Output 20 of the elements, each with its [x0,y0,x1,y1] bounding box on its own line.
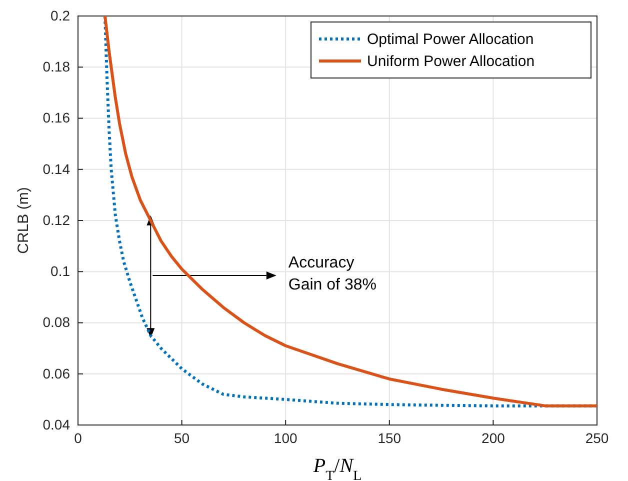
y-tick-label: 0.1 [50,263,70,280]
x-tick-label: 250 [585,430,609,446]
y-tick-label: 0.16 [42,110,70,126]
y-tick-label: 0.14 [42,160,70,177]
legend-label: Optimal Power Allocation [367,31,534,48]
y-tick-label: 0.08 [42,314,70,330]
y-tick-label: 0.18 [42,58,70,75]
x-tick-label: 50 [174,430,190,446]
annotation: Accuracy Gain of 38% [288,254,376,294]
y-tick-label: 0.12 [42,212,70,228]
x-tick-label: 200 [482,430,506,446]
y-tick-label: 0.2 [50,7,70,24]
y-tick-label: 0.04 [42,416,70,432]
x-axis-title: P$_{T}$/N$_{L}$ [312,455,362,481]
y-tick-label: 0.06 [42,365,70,382]
legend-label: Uniform Power Allocation [367,53,535,70]
x-tick-label: 100 [274,430,298,446]
y-axis-title: CRLB (m) [15,187,32,254]
x-tick-label: 0 [74,430,82,446]
x-tick-label: 150 [378,430,402,446]
